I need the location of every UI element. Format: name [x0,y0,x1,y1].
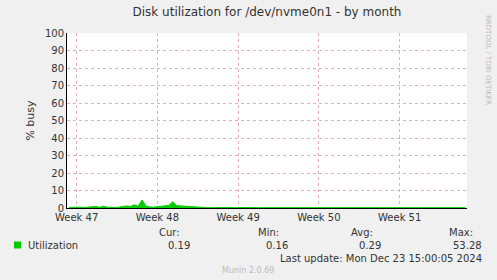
svg-text:Max:: Max: [449,227,473,238]
svg-text:RRDTOOL / TOBI OETIKER: RRDTOOL / TOBI OETIKER [484,15,492,105]
svg-text:60: 60 [51,98,64,109]
svg-text:40: 40 [51,133,64,144]
svg-text:Week 48: Week 48 [136,212,179,223]
svg-text:Avg:: Avg: [351,227,373,238]
svg-text:100: 100 [45,28,64,39]
svg-text:Disk utilization for /dev/nvme: Disk utilization for /dev/nvme0n1 - by m… [133,5,402,19]
svg-text:Utilization: Utilization [28,240,78,251]
svg-text:10: 10 [51,185,64,196]
svg-text:Min:: Min: [258,227,279,238]
svg-text:Week 51: Week 51 [378,212,421,223]
svg-text:80: 80 [51,63,64,74]
svg-text:Munin 2.0.69: Munin 2.0.69 [222,266,274,275]
svg-text:Last update: Mon Dec 23 15:00:: Last update: Mon Dec 23 15:00:05 2024 [280,253,482,264]
svg-text:0.29: 0.29 [359,240,381,251]
svg-text:% busy: % busy [24,100,37,141]
svg-text:Cur:: Cur: [159,227,180,238]
svg-text:Week 50: Week 50 [297,212,340,223]
svg-text:0.19: 0.19 [168,240,190,251]
svg-text:30: 30 [51,150,64,161]
svg-text:50: 50 [51,115,64,126]
svg-text:90: 90 [51,45,64,56]
svg-text:0.16: 0.16 [266,240,288,251]
svg-text:20: 20 [51,168,64,179]
svg-text:0: 0 [58,203,64,214]
svg-text:Week 47: Week 47 [55,212,98,223]
svg-text:Week 49: Week 49 [216,212,259,223]
svg-text:53.28: 53.28 [453,240,482,251]
svg-text:70: 70 [51,80,64,91]
